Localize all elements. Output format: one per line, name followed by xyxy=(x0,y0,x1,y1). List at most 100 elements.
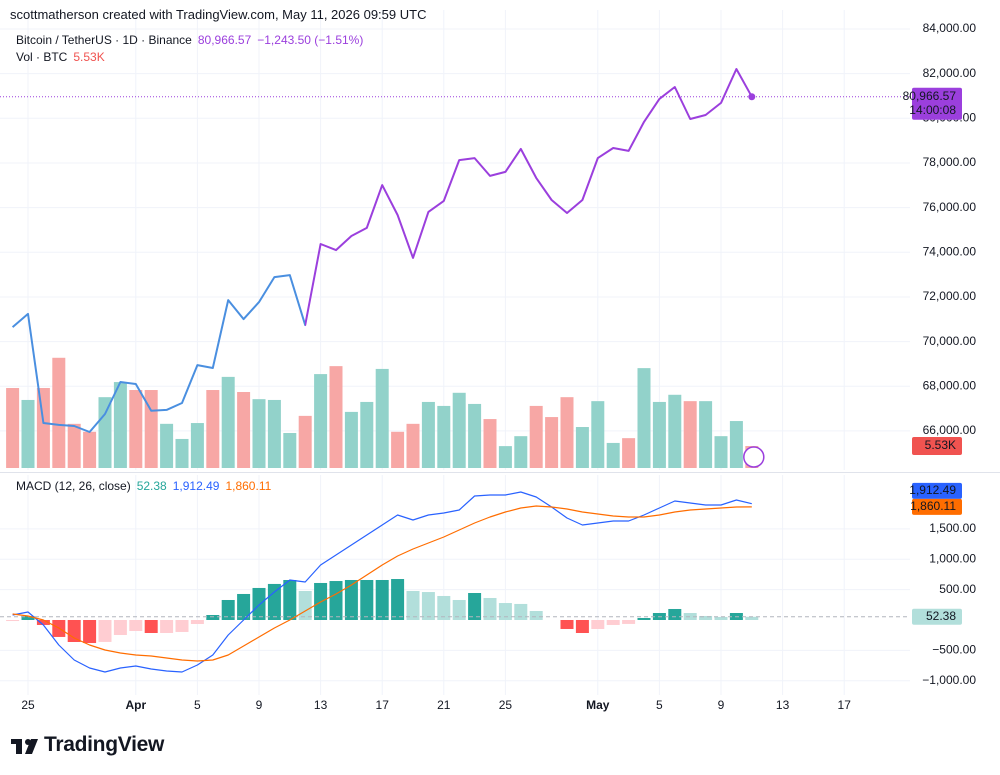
x-tick-label: 9 xyxy=(718,698,725,712)
price-tag-bg xyxy=(912,87,962,120)
volume-bar xyxy=(683,401,697,468)
y-tick-label: 500.00 xyxy=(939,582,976,596)
histogram-bar xyxy=(699,615,713,620)
x-tick-label: 5 xyxy=(656,698,663,712)
volume-bar xyxy=(113,382,127,468)
histogram-bar xyxy=(452,599,466,620)
y-tick-label: 1,500.00 xyxy=(929,521,976,535)
volume-bar xyxy=(529,405,543,468)
histogram-bar xyxy=(483,597,497,620)
volume-bar xyxy=(221,376,235,468)
histogram-bar xyxy=(375,579,389,620)
alert-icon xyxy=(743,446,765,468)
x-tick-label: May xyxy=(586,698,610,712)
volume-bar xyxy=(67,423,81,468)
line xyxy=(12,505,752,662)
macd-value: 1,912.49 xyxy=(172,479,220,493)
histogram-bar xyxy=(360,579,374,620)
histogram-bar xyxy=(160,619,174,633)
y-tick-label: 78,000.00 xyxy=(923,155,977,169)
volume-bar xyxy=(298,415,312,468)
logo xyxy=(11,739,38,754)
volume-bar xyxy=(36,388,50,468)
y-tick-label: 70,000.00 xyxy=(923,334,977,348)
histogram-bar xyxy=(714,616,728,620)
histogram-bar xyxy=(67,619,81,642)
histogram-bar xyxy=(283,579,297,620)
signal-tag-bg xyxy=(912,498,962,515)
histogram-bar xyxy=(437,595,451,620)
volume-bar xyxy=(637,368,651,468)
volume-tag-bg xyxy=(912,436,962,455)
histogram-bar xyxy=(529,610,543,620)
line xyxy=(12,491,752,673)
last-point xyxy=(748,93,756,101)
volume-bar xyxy=(175,438,189,468)
volume-value: 5.53K xyxy=(73,50,105,64)
histogram-bar xyxy=(468,593,482,620)
volume-bar xyxy=(668,394,682,468)
volume-bar xyxy=(437,405,451,468)
y-tick-label: 74,000.00 xyxy=(923,244,977,258)
volume-bar xyxy=(52,357,66,468)
histogram-bar xyxy=(498,603,512,620)
histogram-bar xyxy=(175,619,189,632)
volume-bar xyxy=(622,438,636,468)
volume-bar xyxy=(483,419,497,468)
y-tick-label: 72,000.00 xyxy=(923,289,977,303)
volume-bar xyxy=(329,366,343,468)
volume-bar xyxy=(652,401,666,468)
volume-bar xyxy=(344,411,358,468)
volume-bar xyxy=(560,397,574,468)
volume-bar xyxy=(144,390,158,468)
volume-bar xyxy=(98,397,112,468)
histogram-bar xyxy=(129,619,143,631)
y-tick-label: 76,000.00 xyxy=(923,200,977,214)
volume-bar xyxy=(283,432,297,468)
price-legend: Bitcoin / TetherUS · 1D · Binance 80,966.… xyxy=(16,33,369,47)
macd-title: MACD (12, 26, close) xyxy=(16,479,131,493)
y-tick-label: 66,000.00 xyxy=(923,423,977,437)
y-tick-label: 1,000.00 xyxy=(929,551,976,565)
volume-bar xyxy=(729,421,743,468)
volume-bar xyxy=(452,392,466,468)
histogram-bar xyxy=(21,615,35,620)
x-tick-label: 17 xyxy=(376,698,390,712)
histogram-bar xyxy=(560,619,574,629)
line xyxy=(11,68,753,433)
volume-bar xyxy=(468,403,482,468)
histogram-bar xyxy=(606,619,620,625)
histogram-bar xyxy=(252,587,266,620)
y-tick-label: −1,000.00 xyxy=(922,673,976,687)
signal-value: 1,860.11 xyxy=(225,479,272,493)
volume-bar xyxy=(375,368,389,468)
volume-bar xyxy=(360,401,374,468)
volume-bar xyxy=(190,423,204,468)
histogram-bar xyxy=(267,583,281,620)
volume-bar xyxy=(545,417,559,468)
volume-bar xyxy=(21,399,35,468)
volume-bar xyxy=(391,431,405,468)
x-tick-label: 25 xyxy=(21,698,35,712)
histogram-bar xyxy=(683,613,697,620)
volume-bar xyxy=(514,436,528,468)
histogram-bar xyxy=(622,619,636,624)
histogram-bar xyxy=(391,579,405,620)
histogram-bar xyxy=(237,593,251,620)
volume-bar xyxy=(206,390,220,468)
histogram-bar xyxy=(6,619,20,622)
histogram-bar xyxy=(298,590,312,620)
hist-tag-bg xyxy=(912,608,962,625)
volume-bar xyxy=(498,446,512,468)
volume-bar xyxy=(160,423,174,468)
volume-bar xyxy=(421,401,435,468)
hist-tag: 52.38 xyxy=(926,609,956,623)
signal-tag: 1,860.11 xyxy=(910,499,956,513)
x-tick-label: 21 xyxy=(437,698,451,712)
histogram-bar xyxy=(745,616,759,620)
histogram-bar xyxy=(206,615,220,620)
brand: TradingView xyxy=(44,733,165,756)
histogram-bar xyxy=(637,617,651,620)
volume-bar xyxy=(267,399,281,468)
